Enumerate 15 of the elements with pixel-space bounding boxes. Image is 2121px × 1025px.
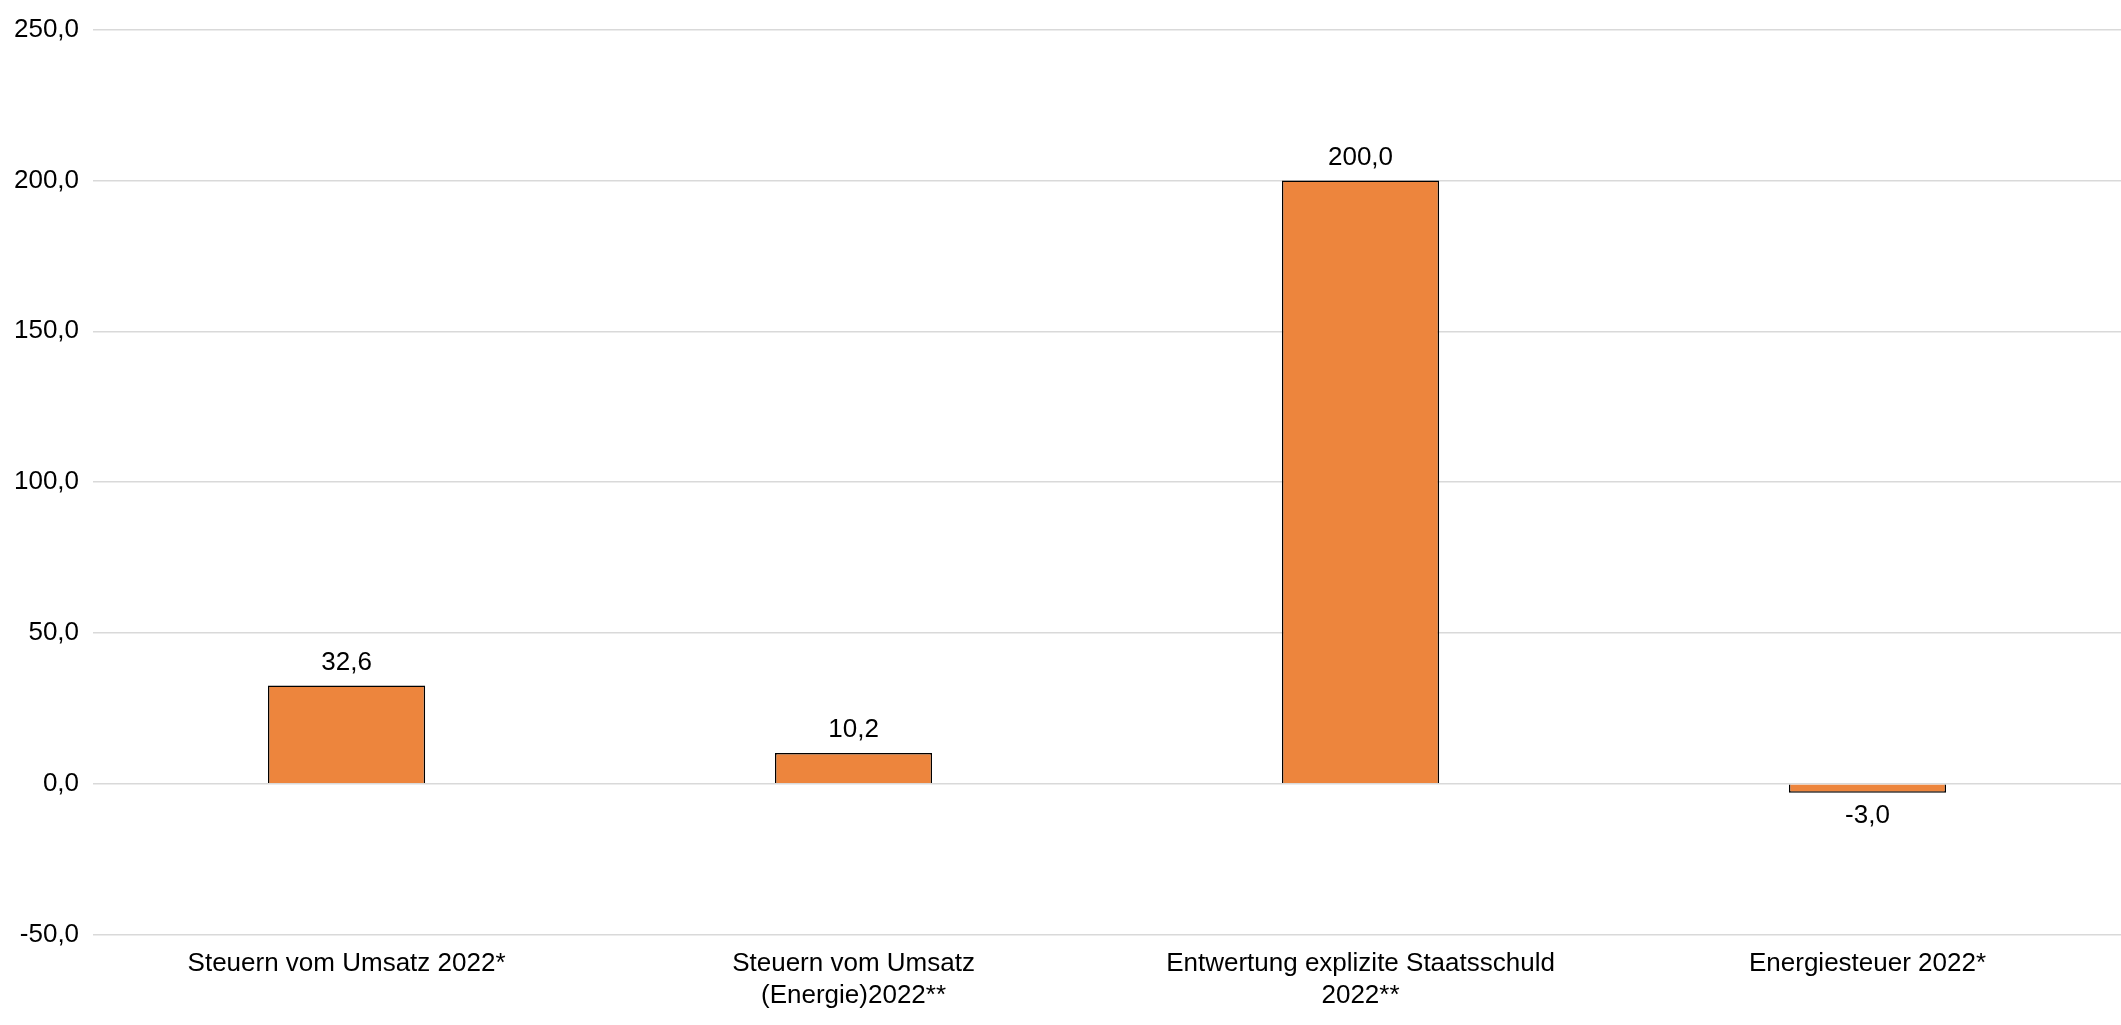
data-label: 32,6: [321, 645, 372, 676]
data-label: 10,2: [828, 713, 879, 744]
x-tick-label: Steuern vom Umsatz (Energie)2022**: [732, 947, 975, 1009]
x-tick-label: Steuern vom Umsatz 2022*: [187, 947, 506, 978]
y-tick-label: 100,0: [13, 465, 80, 496]
x-tick-label: Entwertung explizite Staatsschuld 2022**: [1166, 947, 1555, 1009]
y-tick-label: 50,0: [28, 616, 80, 647]
y-tick-label: 250,0: [13, 12, 80, 43]
y-tick-label: -50,0: [19, 917, 80, 948]
data-label: -3,0: [1845, 798, 1890, 829]
y-tick-label: 150,0: [13, 314, 80, 345]
y-tick-label: 0,0: [42, 766, 80, 797]
y-tick-label: 200,0: [13, 163, 80, 194]
x-tick-label: Energiesteuer 2022*: [1748, 947, 1987, 978]
data-label: 200,0: [1327, 140, 1394, 171]
